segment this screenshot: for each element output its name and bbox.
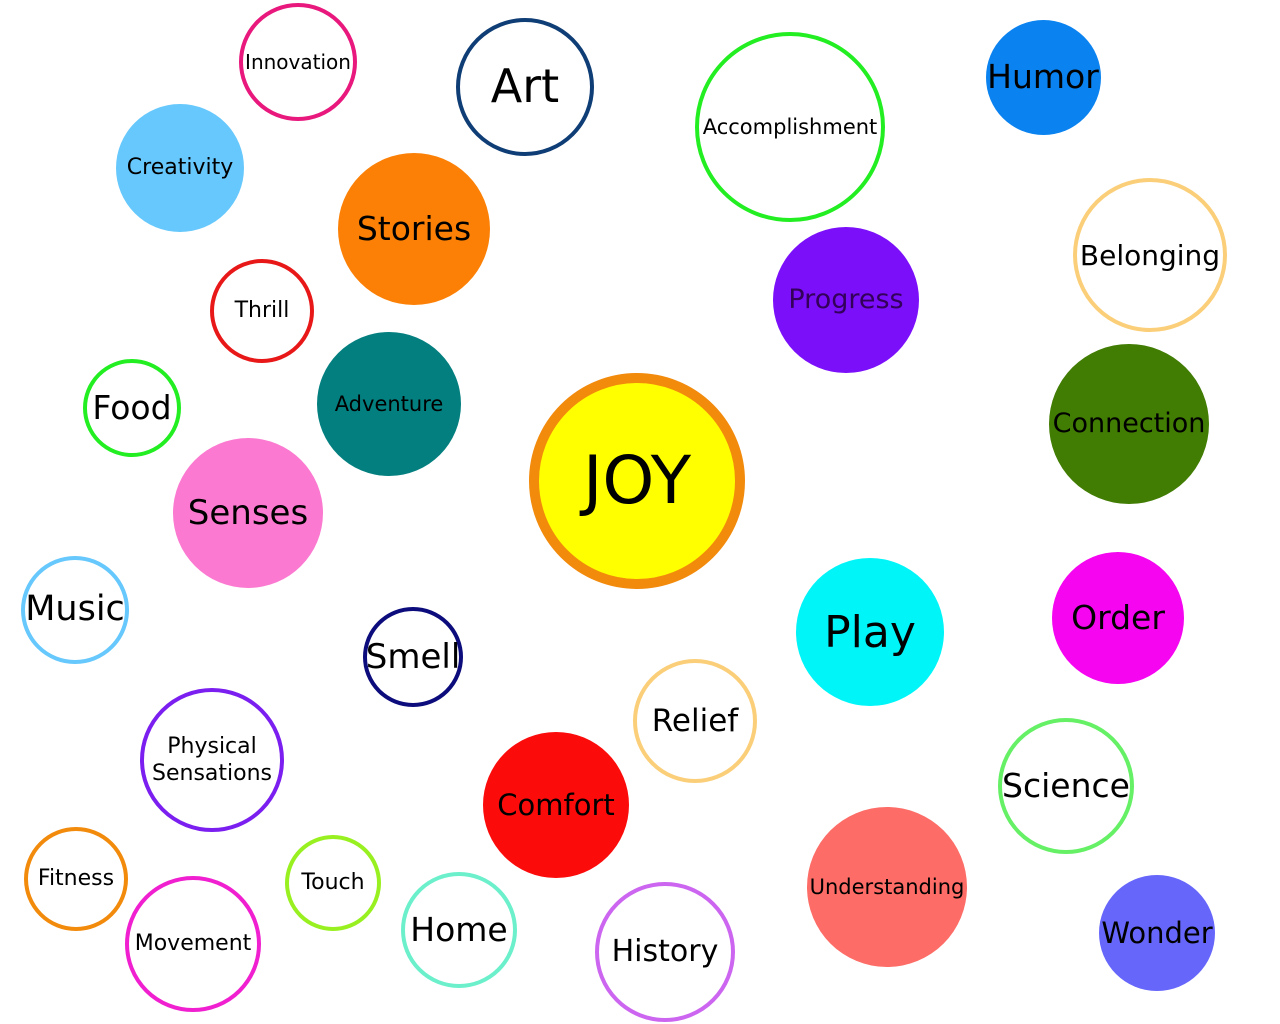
bubble-physical-sensations: Physical Sensations bbox=[140, 688, 284, 832]
bubble-comfort: Comfort bbox=[483, 732, 629, 878]
bubble-innovation: Innovation bbox=[239, 3, 357, 121]
bubble-label: Belonging bbox=[1079, 238, 1221, 272]
bubble-creativity: Creativity bbox=[116, 104, 244, 232]
bubble-label: Understanding bbox=[809, 874, 965, 899]
bubble-label: Wonder bbox=[1101, 915, 1213, 950]
bubble-label: Relief bbox=[651, 702, 739, 739]
bubble-play: Play bbox=[796, 558, 944, 706]
bubble-movement: Movement bbox=[125, 876, 261, 1012]
bubble-relief: Relief bbox=[633, 659, 757, 783]
bubble-label: Fitness bbox=[37, 866, 115, 892]
bubble-stories: Stories bbox=[338, 153, 490, 305]
bubble-smell: Smell bbox=[363, 607, 463, 707]
bubble-label: Play bbox=[824, 606, 916, 658]
center-bubble-joy: JOY bbox=[529, 373, 745, 589]
bubble-label: Smell bbox=[365, 636, 461, 677]
bubble-food: Food bbox=[83, 359, 181, 457]
bubble-label: History bbox=[611, 934, 719, 970]
bubble-label: Creativity bbox=[126, 155, 234, 181]
bubble-connection: Connection bbox=[1049, 344, 1209, 504]
bubble-label: Accomplishment bbox=[702, 114, 878, 139]
bubble-art: Art bbox=[456, 18, 594, 156]
bubble-thrill: Thrill bbox=[210, 259, 314, 363]
bubble-label: Music bbox=[25, 589, 125, 630]
bubble-label: Comfort bbox=[497, 787, 615, 822]
bubble-progress: Progress bbox=[773, 227, 919, 373]
bubble-understanding: Understanding bbox=[807, 807, 967, 967]
bubble-label: Touch bbox=[301, 870, 365, 896]
bubble-humor: Humor bbox=[985, 19, 1101, 135]
bubble-label: Innovation bbox=[245, 49, 351, 74]
bubble-wonder: Wonder bbox=[1099, 875, 1215, 991]
bubble-home: Home bbox=[401, 872, 517, 988]
bubble-fitness: Fitness bbox=[24, 827, 128, 931]
bubble-order: Order bbox=[1052, 552, 1184, 684]
bubble-science: Science bbox=[998, 718, 1134, 854]
bubble-music: Music bbox=[21, 556, 129, 664]
bubble-label: Order bbox=[1071, 598, 1165, 638]
bubble-label: Progress bbox=[788, 284, 904, 316]
bubble-accomplishment: Accomplishment bbox=[695, 32, 885, 222]
bubble-adventure: Adventure bbox=[317, 332, 461, 476]
bubble-label: Science bbox=[1002, 766, 1130, 806]
bubble-label: Food bbox=[92, 388, 172, 428]
center-label: JOY bbox=[582, 441, 692, 519]
bubble-senses: Senses bbox=[173, 438, 323, 588]
bubble-belonging: Belonging bbox=[1073, 178, 1227, 332]
bubble-label: Movement bbox=[134, 931, 252, 957]
bubble-history: History bbox=[595, 882, 735, 1022]
bubble-touch: Touch bbox=[285, 835, 381, 931]
bubble-label: Home bbox=[410, 910, 508, 950]
bubble-label: Senses bbox=[187, 492, 309, 533]
bubble-label: Humor bbox=[987, 57, 1099, 97]
bubble-label: Stories bbox=[356, 209, 472, 249]
bubble-label: Thrill bbox=[234, 298, 290, 324]
bubble-label: Connection bbox=[1052, 408, 1206, 440]
bubble-label: Art bbox=[490, 59, 560, 114]
bubble-label: Adventure bbox=[334, 391, 444, 416]
bubble-label: Physical Sensations bbox=[152, 733, 272, 787]
